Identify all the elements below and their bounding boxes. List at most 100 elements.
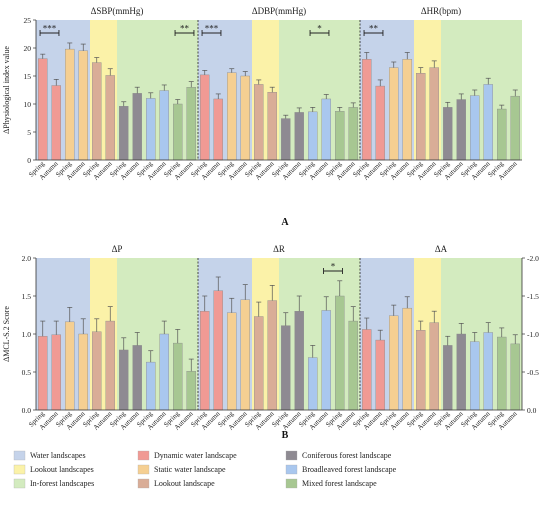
y-tick-label: 2.0 bbox=[22, 254, 32, 263]
bar bbox=[416, 330, 426, 411]
bar bbox=[335, 111, 345, 161]
bar bbox=[389, 67, 399, 161]
bar bbox=[227, 312, 237, 411]
y-tick-label: 10 bbox=[24, 100, 32, 109]
bar bbox=[348, 107, 358, 161]
bar bbox=[159, 90, 169, 161]
bar bbox=[483, 84, 493, 161]
bar bbox=[119, 106, 129, 161]
bar bbox=[456, 99, 466, 161]
bar bbox=[146, 98, 156, 161]
bar bbox=[213, 290, 223, 411]
panel-a-2: ΔDBP(mmHg)SpringAutumnSpringAutumnSpring… bbox=[189, 6, 360, 182]
legend: Water landscapes Dynamic water landscape C… bbox=[13, 450, 397, 489]
legend-label: Lookout landscapes bbox=[30, 465, 94, 474]
bar bbox=[267, 300, 277, 411]
bar bbox=[173, 103, 183, 161]
panel-b-2: ΔRSpringAutumnSpringAutumnSpringAutumnSp… bbox=[189, 244, 360, 432]
y-tick-label: 1.0 bbox=[22, 330, 32, 339]
bar bbox=[227, 72, 237, 161]
bar bbox=[510, 343, 520, 411]
bar bbox=[92, 62, 102, 161]
panel-title: ΔA bbox=[435, 244, 448, 254]
y-tick-label: -0.5 bbox=[527, 368, 539, 377]
significance-label: *** bbox=[43, 24, 57, 34]
legend-label: Dynamic water landscape bbox=[154, 451, 237, 460]
bar bbox=[173, 342, 183, 411]
bar bbox=[51, 85, 61, 161]
bar bbox=[281, 118, 291, 161]
panel-title: ΔDBP(mmHg) bbox=[252, 6, 306, 16]
y-tick-label: 0.5 bbox=[22, 368, 32, 377]
bar bbox=[254, 316, 264, 411]
legend-item: Broadleaved forest landscape bbox=[285, 464, 397, 475]
bar bbox=[402, 307, 412, 411]
y-tick-label: 1.5 bbox=[22, 292, 32, 301]
bar bbox=[294, 311, 304, 411]
panel-a-1: ΔSBP(mmHg)SpringAutumnSpringAutumnSpring… bbox=[2, 6, 198, 182]
bar bbox=[389, 315, 399, 411]
bar bbox=[105, 75, 115, 161]
panel-b-3: ΔASpringAutumnSpringAutumnSpringAutumnSp… bbox=[351, 244, 539, 432]
y-axis-label: ΔMCL-S.2 Score bbox=[2, 306, 11, 362]
legend-item: In-forest landscapes bbox=[13, 478, 94, 489]
legend-item: Mixed forest landscape bbox=[285, 478, 377, 489]
inforest-band bbox=[441, 258, 522, 410]
legend-swatch bbox=[13, 450, 26, 461]
inforest-band bbox=[117, 258, 198, 410]
y-tick-label: 0.0 bbox=[22, 406, 32, 415]
bar bbox=[443, 345, 453, 411]
legend-label: Water landscapes bbox=[30, 451, 86, 460]
bar bbox=[483, 332, 493, 411]
bar bbox=[416, 72, 426, 161]
legend-label: Coniferous forest landscape bbox=[302, 451, 392, 460]
panel-a-letter: A bbox=[281, 217, 289, 228]
legend-swatch bbox=[137, 478, 150, 489]
inforest-band bbox=[117, 20, 198, 160]
panel-b-letter: B bbox=[282, 430, 289, 441]
bar bbox=[200, 311, 210, 411]
bar bbox=[132, 93, 142, 161]
legend-swatch bbox=[137, 464, 150, 475]
legend-label: Mixed forest landscape bbox=[302, 479, 377, 488]
legend-swatch bbox=[285, 478, 298, 489]
y-axis-label: ΔPhysiological index value bbox=[2, 46, 11, 134]
bar bbox=[497, 108, 507, 161]
bar bbox=[362, 329, 372, 411]
panel-title: ΔP bbox=[112, 244, 123, 254]
significance-label: * bbox=[331, 262, 336, 272]
bar bbox=[362, 59, 372, 161]
bar bbox=[186, 371, 196, 411]
legend-item: Coniferous forest landscape bbox=[285, 450, 392, 461]
panel-title: ΔHR(bpm) bbox=[421, 6, 461, 16]
significance-label: * bbox=[317, 24, 322, 34]
bar bbox=[240, 299, 250, 411]
bar bbox=[308, 357, 318, 411]
bar bbox=[200, 74, 210, 161]
legend-swatch bbox=[137, 450, 150, 461]
bar bbox=[308, 111, 318, 161]
significance-label: ** bbox=[369, 24, 379, 34]
legend-item: Lookout landscape bbox=[137, 478, 215, 489]
bar bbox=[335, 295, 345, 411]
legend-item: Lookout landscapes bbox=[13, 464, 94, 475]
bar bbox=[456, 333, 466, 411]
bar bbox=[321, 310, 331, 411]
bar bbox=[443, 107, 453, 161]
bar bbox=[78, 50, 88, 161]
bar bbox=[159, 333, 169, 411]
inforest-band bbox=[441, 20, 522, 160]
bar bbox=[321, 98, 331, 161]
legend-item: Static water landscape bbox=[137, 464, 226, 475]
legend-label: In-forest landscapes bbox=[30, 479, 94, 488]
bar bbox=[51, 334, 61, 411]
legend-label: Broadleaved forest landscape bbox=[302, 465, 397, 474]
inforest-band bbox=[279, 20, 360, 160]
panel-b-1: ΔPSpringAutumnSpringAutumnSpringAutumnSp… bbox=[2, 244, 198, 432]
y-tick-label: -1.0 bbox=[527, 330, 539, 339]
legend-swatch bbox=[285, 450, 298, 461]
bar bbox=[38, 58, 48, 161]
y-tick-label: 20 bbox=[24, 44, 32, 53]
legend-swatch bbox=[13, 464, 26, 475]
legend-item: Water landscapes bbox=[13, 450, 86, 461]
